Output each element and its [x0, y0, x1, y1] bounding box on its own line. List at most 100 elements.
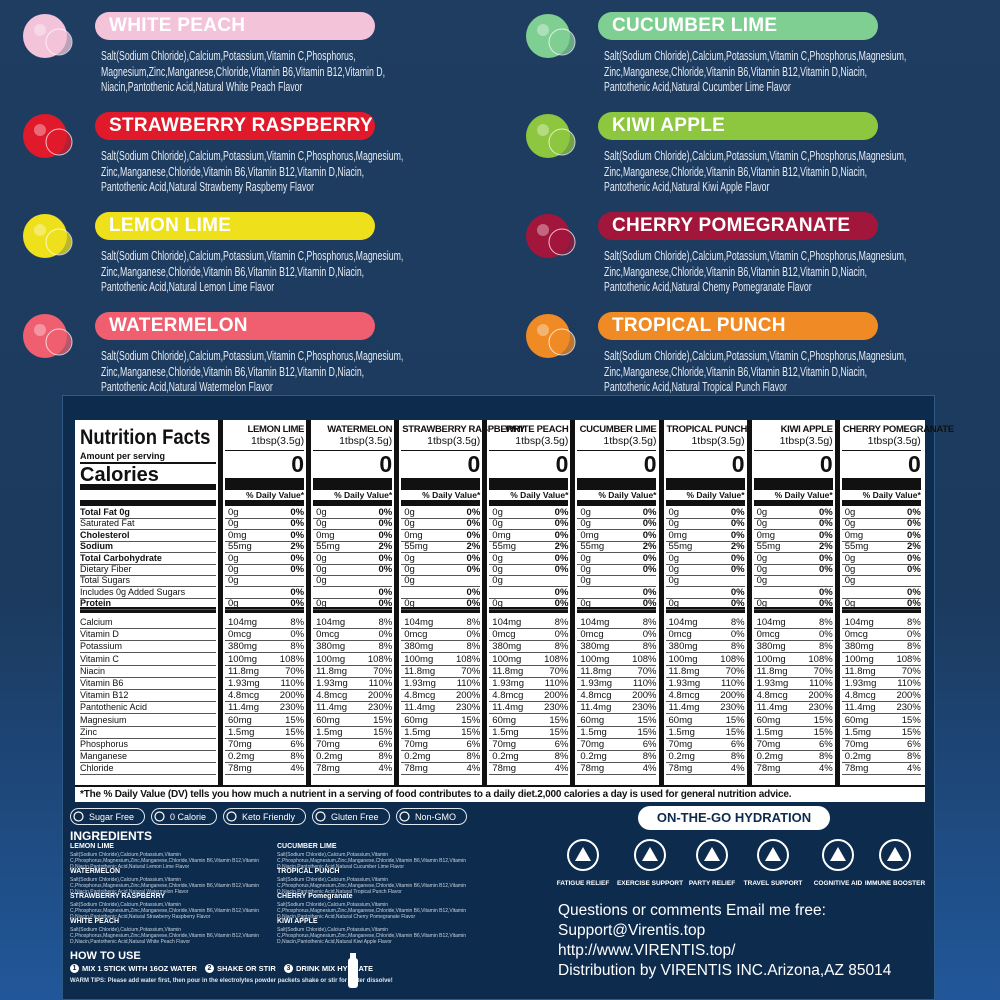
nf-amount: 60mg	[316, 714, 340, 726]
nf-row-label: Vitamin D	[80, 629, 119, 640]
flavor-ingredients: Salt(Sodium Chloride),Calcium,Potassium,…	[101, 49, 386, 94]
nf-dv: 108%	[720, 653, 745, 665]
nf-dv: 0%	[730, 518, 745, 530]
nf-column-name: CUCUMBER LIME	[579, 424, 657, 435]
hydration-title: ON-THE-GO HYDRATION	[638, 806, 830, 830]
ingredient-text: Salt(Sodium Chloride),Calcium,Potassium,…	[70, 927, 259, 945]
nf-dv: 0%	[290, 586, 305, 598]
nf-dv: 6%	[642, 739, 657, 750]
nf-dv: 108%	[544, 653, 569, 665]
nf-amount: 0g	[404, 575, 415, 587]
nf-amount: 0g	[580, 552, 591, 564]
nf-amount: 0g	[228, 598, 239, 610]
nf-row-line	[753, 762, 833, 764]
nf-dv: 0%	[290, 629, 305, 641]
nf-row-line	[577, 640, 657, 642]
nf-amount: 0mcg	[492, 629, 516, 641]
nf-dv: 15%	[285, 714, 305, 726]
nf-dv: 0%	[818, 586, 833, 598]
flavor-pill: WATERMELON	[95, 312, 375, 340]
nf-dv: 110%	[897, 678, 921, 689]
benefit-label: IMMUNE BOOSTER	[864, 880, 926, 887]
nf-amount: 0g	[228, 552, 239, 564]
nf-dv: 200%	[808, 690, 833, 702]
nf-row-line	[841, 597, 921, 599]
nf-amount: 0.2mg	[404, 751, 431, 763]
nf-amount: 0g	[756, 552, 768, 564]
nf-amount: 0mg	[228, 529, 247, 541]
nf-dv: 0%	[554, 586, 569, 598]
nf-row-line	[489, 762, 569, 764]
nf-row-line	[753, 597, 833, 599]
nf-dv: 0%	[907, 529, 921, 541]
nf-dv: 8%	[466, 641, 481, 653]
nf-dv: 0%	[642, 598, 657, 610]
nf-amount: 0mcg	[844, 629, 868, 641]
nf-amount: 0mg	[756, 529, 776, 541]
nf-amount: 4.8mcg	[668, 690, 700, 702]
nf-dv: 0%	[378, 564, 393, 575]
nf-column-divider	[570, 420, 576, 785]
ingredient-name: STRAWBERRY RASPBERRY	[70, 893, 166, 900]
nf-row-line	[841, 518, 921, 519]
nf-dv: 0%	[554, 518, 569, 530]
badge-icon	[73, 811, 84, 822]
nf-dv: 15%	[373, 714, 393, 726]
nf-dv: 70%	[285, 665, 305, 677]
nf-row-line	[577, 774, 657, 776]
nf-row-line	[225, 628, 305, 629]
nf-amount: 55mg	[756, 541, 781, 553]
nf-amount: 78mg	[492, 763, 517, 775]
nf-row-line	[665, 640, 745, 642]
nf-dv: 2%	[466, 541, 481, 553]
nf-row-line	[489, 664, 569, 666]
nf-dv: 230%	[720, 702, 745, 714]
nf-row-line	[313, 529, 393, 531]
step-text: SHAKE OR STIR	[217, 964, 276, 973]
badge-icon	[226, 811, 237, 822]
badge: Gluten Free	[312, 808, 390, 825]
nf-dv: 0%	[730, 564, 745, 575]
nf-row-line	[841, 750, 921, 751]
nf-amount: 11.4mg	[492, 702, 524, 714]
nf-dv: 0%	[466, 518, 481, 530]
nf-calories-label: Calories	[80, 464, 159, 486]
nf-amount: 100mg	[756, 653, 786, 665]
step-text: DRINK MIX HYDRATE	[296, 964, 373, 973]
nf-dv: 6%	[730, 739, 745, 750]
nf-amount: 1.93mg	[404, 678, 436, 689]
benefit-icon	[757, 839, 789, 871]
nf-amount: 1.5mg	[404, 726, 431, 738]
nf-dv: 0%	[466, 529, 481, 541]
nf-row-line	[401, 701, 481, 703]
nf-amount: 70mg	[404, 739, 428, 750]
nf-amount: 0g	[316, 598, 327, 610]
nf-row-line	[489, 575, 569, 576]
nf-amount: 104mg	[756, 617, 786, 628]
badge: Keto Friendly	[223, 808, 307, 825]
nf-amount: 104mg	[492, 617, 522, 628]
nf-dv: 230%	[896, 702, 921, 714]
nf-row-line	[401, 628, 481, 629]
nf-calories: 0	[819, 451, 833, 477]
nf-calories: 0	[907, 451, 921, 477]
benefit-label: COGNITIVE AID	[813, 880, 863, 887]
nf-row-line	[577, 725, 657, 727]
nf-amount: 0g	[228, 564, 239, 575]
nf-dv: 0%	[907, 507, 921, 518]
nf-amount: 0g	[668, 552, 680, 564]
nf-row-line	[577, 609, 657, 611]
nf-row-line	[753, 552, 833, 554]
nf-row-line	[313, 750, 393, 751]
nf-amount: 1.93mg	[756, 678, 789, 689]
nf-row-line	[313, 640, 393, 642]
nf-dv: 0%	[642, 529, 657, 541]
nf-amount: 1.5mg	[316, 726, 343, 738]
nf-amount: 0.2mg	[668, 751, 695, 763]
nf-row-line	[665, 689, 745, 690]
nf-dv: 0%	[642, 518, 657, 530]
contact-line: Distribution by VIRENTIS INC.Arizona,AZ …	[558, 962, 892, 979]
nf-row-line	[577, 586, 657, 588]
nf-dv: 200%	[279, 690, 305, 702]
nf-calories: 0	[643, 451, 657, 477]
